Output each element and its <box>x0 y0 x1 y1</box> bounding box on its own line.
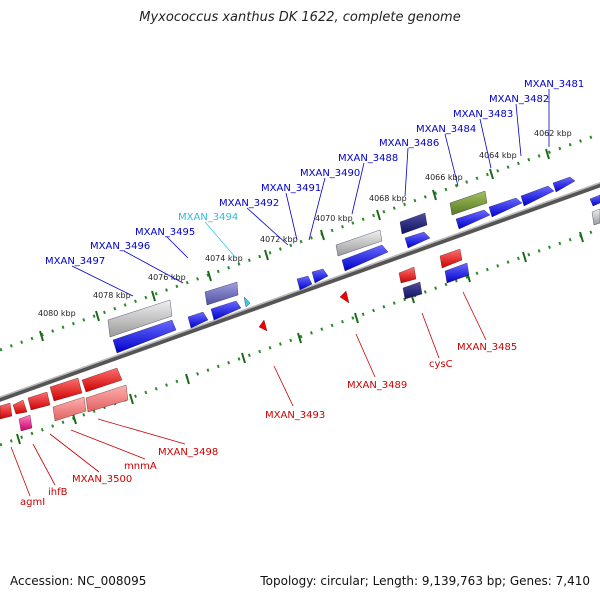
genome-summary-text: Topology: circular; Length: 9,139,763 bp… <box>260 574 590 588</box>
gene-mxan-3494[interactable] <box>243 296 251 308</box>
gene-mxan-3498-block[interactable] <box>107 299 173 338</box>
major-ticks-top <box>39 148 550 342</box>
tick-label: 4064 kbp <box>479 151 517 160</box>
gene-mxan-3483[interactable] <box>488 197 523 218</box>
gene-label[interactable]: MXAN_3490 <box>300 168 360 179</box>
gene-label[interactable]: MXAN_3488 <box>338 153 398 164</box>
gene-red-3485[interactable] <box>439 248 463 269</box>
gene-label[interactable]: MXAN_3482 <box>489 94 549 105</box>
gene-label[interactable]: MXAN_3483 <box>453 109 513 120</box>
gene-agmi[interactable] <box>0 402 13 420</box>
gene-mxan-3497[interactable] <box>112 319 177 354</box>
gene-mxan-3486[interactable] <box>404 231 431 249</box>
gene-label[interactable]: MXAN_3497 <box>45 256 105 267</box>
gene-label[interactable]: MXAN_3481 <box>524 79 584 90</box>
major-ticks-bottom <box>16 231 584 445</box>
accession-text: Accession: NC_008095 <box>10 574 147 588</box>
map-title: Myxococcus xanthus DK 1622, complete gen… <box>139 10 461 25</box>
callouts-bottom <box>10 291 487 497</box>
scale-labels: 4062 kbp 4064 kbp 4066 kbp 4068 kbp 4070… <box>38 129 572 318</box>
callout-mxan-3494 <box>204 221 237 259</box>
gene-mxan-3487-block[interactable] <box>399 212 428 235</box>
gene-mxan-3484[interactable] <box>455 209 491 230</box>
gene-magenta[interactable] <box>18 414 33 432</box>
gene-mxan-3489-block[interactable] <box>335 229 383 257</box>
gene-label[interactable]: MXAN_3491 <box>261 183 321 194</box>
gene-label[interactable]: MXAN_3484 <box>416 124 476 135</box>
gene-label[interactable]: cysC <box>429 359 453 370</box>
gene-label[interactable]: mnmA <box>124 461 157 472</box>
gene-mxan-3482[interactable] <box>520 185 555 207</box>
tick-label: 4078 kbp <box>93 291 131 300</box>
gene-mxan-3493-block[interactable] <box>204 281 239 306</box>
gene-label[interactable]: MXAN_3493 <box>265 410 325 421</box>
tick-label: 4072 kbp <box>260 235 298 244</box>
gene-mxan-3488[interactable] <box>341 244 389 272</box>
callouts-top <box>71 89 550 297</box>
gene-label[interactable]: MXAN_3498 <box>158 447 218 458</box>
gene-mxan-3481[interactable] <box>552 176 576 193</box>
gene-label[interactable]: MXAN_3496 <box>90 241 150 252</box>
gene-mxan-3495[interactable] <box>210 300 242 321</box>
reverse-genes <box>0 248 470 432</box>
gene-mnma[interactable] <box>49 377 83 402</box>
gene-mxan-3485[interactable] <box>444 262 470 284</box>
gene-cysc[interactable] <box>398 266 417 284</box>
tick-label: 4074 kbp <box>205 254 243 263</box>
gene-mxan-3485-block[interactable] <box>449 190 488 216</box>
tick-label: 4066 kbp <box>425 173 463 182</box>
gene-labels-top: MXAN_3481 MXAN_3482 MXAN_3483 MXAN_3484 … <box>45 79 584 267</box>
gene-mxan-3489[interactable] <box>339 290 350 304</box>
gene-mxan-3493[interactable] <box>258 319 268 332</box>
tick-label: 4070 kbp <box>315 214 353 223</box>
tick-label: 4076 kbp <box>148 273 186 282</box>
gene-label[interactable]: ihfB <box>48 487 68 498</box>
tick-label: 4068 kbp <box>369 194 407 203</box>
gene-mxan-3490[interactable] <box>311 268 329 284</box>
gene-mxan-3498[interactable] <box>81 367 123 393</box>
gene-label-highlight[interactable]: MXAN_3494 <box>178 212 238 223</box>
tick-label: 4062 kbp <box>534 129 572 138</box>
gene-label[interactable]: MXAN_3500 <box>72 474 132 485</box>
gene-right-gray[interactable] <box>591 208 600 226</box>
gene-mxan-3491[interactable] <box>296 275 313 291</box>
gene-label[interactable]: agmI <box>20 497 45 508</box>
gene-pink-b[interactable] <box>52 396 87 422</box>
gene-cysc-navy[interactable] <box>402 281 423 300</box>
gene-ihfb[interactable] <box>12 399 28 415</box>
gene-label[interactable]: MXAN_3489 <box>347 380 407 391</box>
gene-right-blue[interactable] <box>589 194 600 207</box>
gene-label[interactable]: MXAN_3485 <box>457 342 517 353</box>
gene-labels-bottom: MXAN_3485 cysC MXAN_3489 MXAN_3493 MXAN_… <box>20 342 517 508</box>
gene-pink-a[interactable] <box>85 384 129 413</box>
tick-label: 4080 kbp <box>38 309 76 318</box>
gene-label[interactable]: MXAN_3486 <box>379 138 439 149</box>
forward-genes <box>107 176 600 354</box>
gene-label[interactable]: MXAN_3495 <box>135 227 195 238</box>
gene-mxan-3496[interactable] <box>187 311 209 329</box>
backbone-line <box>0 182 600 402</box>
gene-mxan-3500[interactable] <box>27 391 51 411</box>
gene-label[interactable]: MXAN_3492 <box>219 198 279 209</box>
